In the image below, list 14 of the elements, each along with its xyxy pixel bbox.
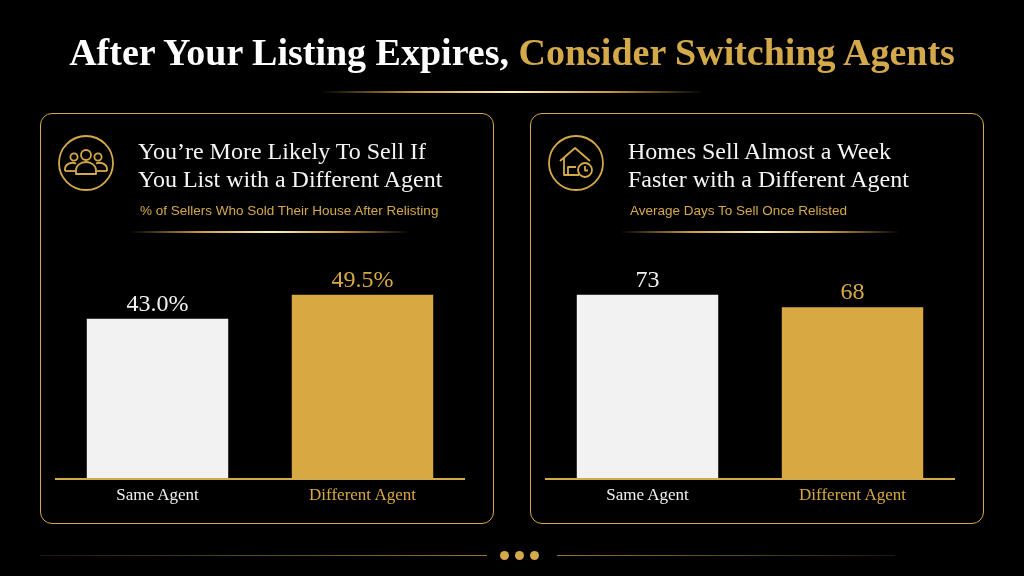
x-tick-label: Different Agent [799, 484, 907, 504]
x-tick-label: Same Agent [116, 484, 200, 504]
data-label: 68 [840, 278, 865, 305]
x-tick-label: Different Agent [309, 484, 417, 504]
x-tick-label: Same Agent [606, 484, 690, 504]
text: Consider Switching Agents [518, 31, 955, 73]
chart-subtitle: % of Sellers Who Sold Their House After Relisting [140, 203, 440, 218]
text: After Your Listing Expires, [69, 31, 509, 73]
data-label: 43.0% [126, 289, 189, 316]
chart-title: You’re More Likely To Sell If You List with a Different Agent [138, 137, 444, 193]
chart-subtitle: Average Days To Sell Once Relisted [630, 203, 849, 218]
chart-title: Homes Sell Almost a Week Faster with a Different Agent [628, 137, 910, 193]
data-label: 49.5% [331, 265, 394, 292]
data-label: 73 [635, 265, 660, 292]
